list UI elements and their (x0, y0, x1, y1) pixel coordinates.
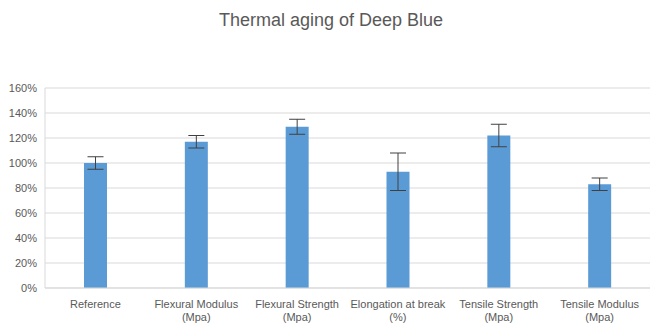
svg-text:40%: 40% (15, 232, 37, 244)
svg-text:Flexural Strength(Mpa): Flexural Strength(Mpa) (255, 298, 339, 323)
svg-text:120%: 120% (9, 132, 37, 144)
svg-text:100%: 100% (9, 157, 37, 169)
svg-text:0%: 0% (21, 282, 37, 294)
svg-text:Tensile Modulus(Mpa): Tensile Modulus(Mpa) (560, 298, 639, 323)
html-text:Thermal aging of Deep Blue: Thermal aging of Deep Blue (218, 10, 444, 30)
svg-text:20%: 20% (15, 257, 37, 269)
svg-text:140%: 140% (9, 107, 37, 119)
svg-text:Tensile Strength(Mpa): Tensile Strength(Mpa) (459, 298, 538, 323)
svg-text:Flexural Modulus(Mpa): Flexural Modulus(Mpa) (154, 298, 238, 323)
svg-text:Reference: Reference (70, 298, 121, 310)
svg-text:Elongation at break(%): Elongation at break(%) (351, 298, 446, 323)
svg-text:60%: 60% (15, 207, 37, 219)
svg-text:160%: 160% (9, 82, 37, 94)
svg-text:80%: 80% (15, 182, 37, 194)
